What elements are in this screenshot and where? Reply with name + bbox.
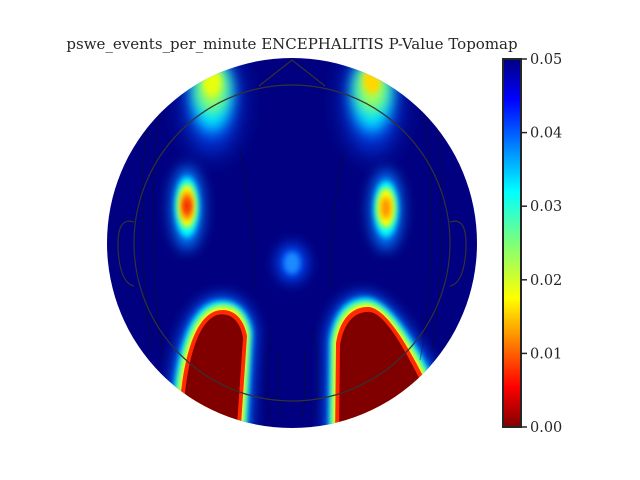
contour-lines (142, 109, 442, 421)
colorbar-tick-label: 0.03 (530, 199, 562, 215)
right-ear (449, 220, 467, 287)
region-temporal-left (171, 166, 203, 250)
colorbar-tick-label: 0.02 (530, 273, 562, 289)
colorbar-tick-label: 0.04 (530, 126, 562, 142)
head-outline (117, 59, 467, 402)
region-temporal-right (370, 170, 402, 250)
region-central-midline (277, 244, 307, 282)
topomap-heatmap (107, 58, 477, 428)
chart-title: pswe_events_per_minute ENCEPHALITIS P-Va… (66, 35, 517, 53)
colorbar-gradient (503, 59, 521, 427)
region-frontal-left (188, 58, 236, 152)
head-circle (133, 84, 451, 402)
region-frontal-right (348, 58, 396, 152)
left-ear (117, 220, 135, 287)
nose (258, 59, 326, 87)
colorbar-ticks: 0.00 0.01 0.02 0.03 0.04 0.05 (521, 52, 562, 436)
colorbar: 0.00 0.01 0.02 0.03 0.04 0.05 (502, 52, 562, 436)
colorbar-tick-label: 0.01 (530, 346, 562, 362)
colorbar-tick-label: 0.00 (530, 420, 562, 436)
colorbar-frame (502, 58, 522, 428)
colorbar-tick-label: 0.05 (530, 52, 562, 68)
